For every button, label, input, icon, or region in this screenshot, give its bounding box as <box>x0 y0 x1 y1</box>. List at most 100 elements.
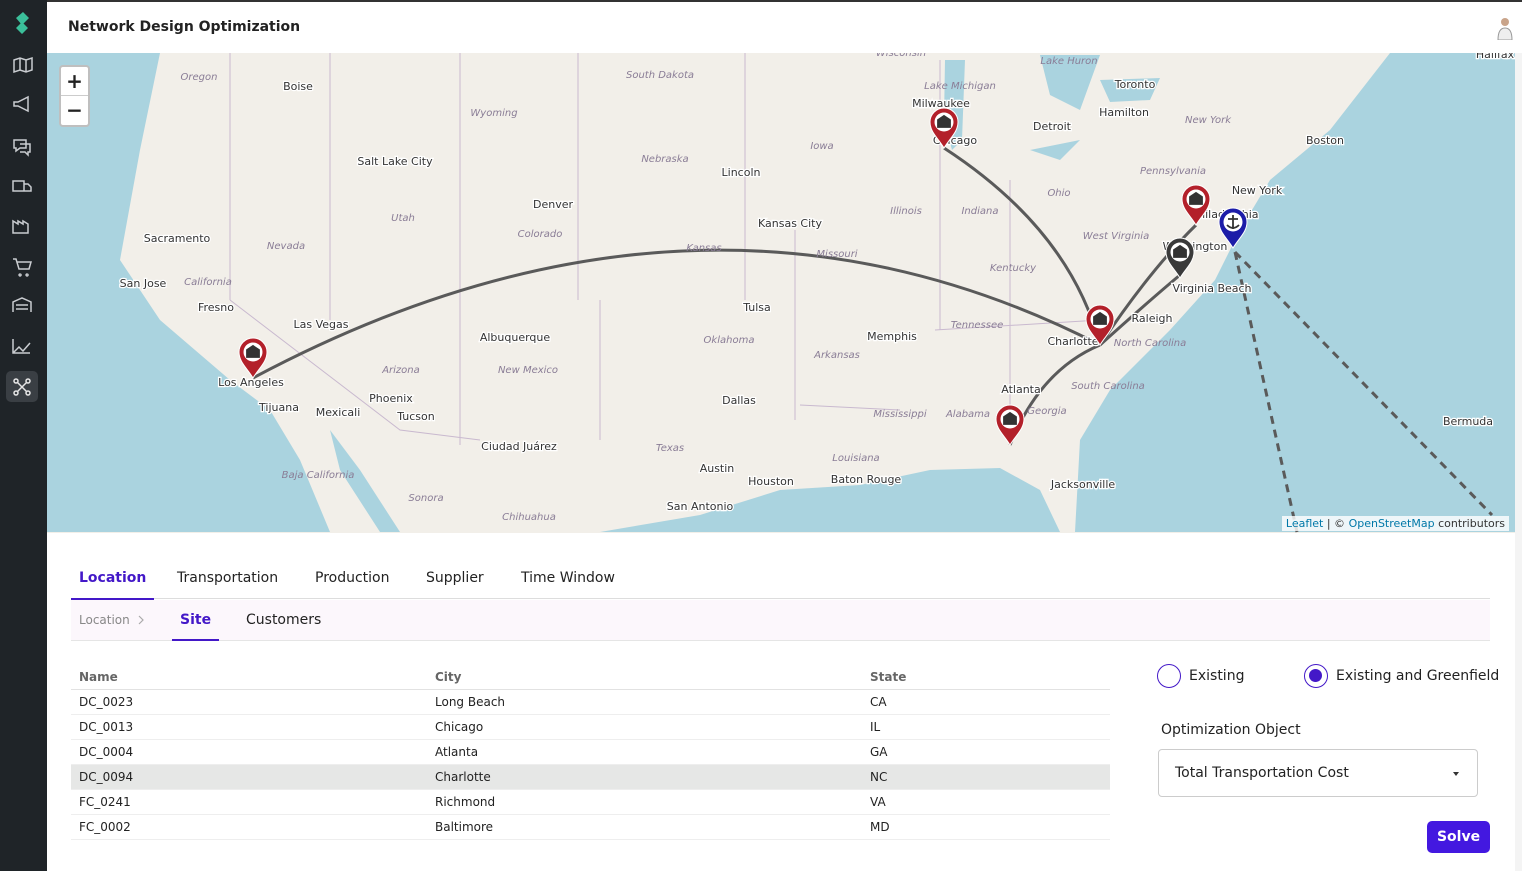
tabs: Location Transportation Production Supplier… <box>71 560 1490 600</box>
table-cell: FC_0002 <box>71 814 427 840</box>
city-label: Detroit <box>1033 120 1072 133</box>
region-label: Georgia <box>1027 406 1066 417</box>
region-label: Chihuahua <box>502 512 556 523</box>
pin-icon <box>1003 411 1017 425</box>
city-label: Charlotte <box>1047 335 1098 348</box>
region-label: Wisconsin <box>876 53 926 59</box>
field-label: Optimization Object <box>1161 722 1301 738</box>
city-label: Toronto <box>1114 78 1156 91</box>
map-pin[interactable] <box>1165 237 1195 279</box>
breadcrumb[interactable]: Location <box>79 613 130 627</box>
table-row[interactable]: DC_0013 Chicago IL <box>71 714 1110 740</box>
factory-icon[interactable] <box>12 219 29 234</box>
region-label: Mississippi <box>873 409 926 420</box>
city-label: Hamilton <box>1099 106 1149 119</box>
page-title: Network Design Optimization <box>68 19 301 35</box>
region-label: North Carolina <box>1114 338 1187 349</box>
campaign-icon[interactable] <box>13 95 29 113</box>
warehouse-icon[interactable] <box>12 297 32 312</box>
column-header: City <box>427 665 862 690</box>
column-header: State <box>862 665 1110 690</box>
radio-circle[interactable] <box>1304 664 1328 688</box>
chart-icon[interactable] <box>12 339 31 354</box>
avatar[interactable] <box>1496 16 1514 40</box>
radio-label: Existing <box>1189 668 1245 684</box>
network-icon[interactable] <box>13 378 31 396</box>
borders <box>229 53 1101 445</box>
region-label: Oregon <box>181 72 218 83</box>
region-label: New Mexico <box>498 365 558 376</box>
pacific <box>47 53 330 532</box>
tab[interactable]: Transportation <box>177 570 279 586</box>
header: Network Design Optimization <box>47 0 1522 53</box>
city-label: Albuquerque <box>480 331 551 344</box>
map-pin[interactable] <box>995 404 1025 446</box>
subtabs: Location Site Customers <box>71 600 1490 641</box>
table-row[interactable]: FC_0002 Baltimore MD <box>71 814 1110 840</box>
city-label: San Antonio <box>667 500 734 513</box>
region-label: Louisiana <box>832 453 879 464</box>
table-cell: Chicago <box>427 714 862 740</box>
pin-icon <box>1226 215 1240 229</box>
table-row[interactable]: DC_0023 Long Beach CA <box>71 689 1110 715</box>
city-label: Mexicali <box>316 406 361 419</box>
tab[interactable]: Location <box>71 570 155 600</box>
column-header: Name <box>71 665 427 690</box>
table-cell: CA <box>862 689 1110 715</box>
map[interactable]: Boise Salt Lake City Sacramento San Jose Fre… <box>47 53 1515 533</box>
solve-button[interactable]: Solve <box>1427 821 1490 853</box>
city-label: Phoenix <box>369 392 413 405</box>
tab[interactable]: Time Window <box>521 570 615 586</box>
city-label: Halifax <box>1476 53 1515 61</box>
city-label: Fresno <box>198 301 234 314</box>
city-label: Atlanta <box>1001 383 1040 396</box>
pin-icon <box>246 344 260 358</box>
zoom-out[interactable]: − <box>66 98 83 122</box>
gulf-mexico <box>600 468 1060 532</box>
city-label: Lincoln <box>722 166 761 179</box>
chat-icon[interactable] <box>13 139 31 157</box>
truck-icon[interactable] <box>12 180 32 192</box>
tab[interactable]: Production <box>315 570 390 586</box>
map-icon[interactable] <box>13 56 33 74</box>
city-label: Raleigh <box>1132 312 1173 325</box>
city-label: Virginia Beach <box>1172 282 1251 295</box>
pin-icon <box>1173 244 1187 258</box>
table-row[interactable]: FC_0241 Richmond VA <box>71 789 1110 815</box>
region-label: South Dakota <box>626 70 694 81</box>
zoom-in[interactable]: + <box>61 67 88 96</box>
region-label: Kansas <box>686 243 721 254</box>
city-label: Las Vegas <box>294 318 349 331</box>
table-cell: Richmond <box>427 789 862 815</box>
leaflet-link[interactable]: Leaflet <box>1285 517 1324 530</box>
city-label: Salt Lake City <box>357 155 433 168</box>
region-label: Arizona <box>381 365 420 376</box>
map-pin[interactable] <box>929 107 959 149</box>
table-row[interactable]: DC_0004 Atlanta GA <box>71 739 1110 765</box>
region-label: Arkansas <box>813 350 860 361</box>
subtab[interactable]: Site <box>172 612 220 641</box>
attribution-sep: | © <box>1326 517 1346 530</box>
map-pin[interactable] <box>1181 184 1211 226</box>
osm-link[interactable]: OpenStreetMap <box>1348 517 1435 530</box>
table-cell: GA <box>862 739 1110 765</box>
subtab[interactable]: Customers <box>246 612 322 628</box>
table-cell: DC_0023 <box>71 689 427 715</box>
table-cell: VA <box>862 789 1110 815</box>
city-label: San Jose <box>120 277 167 290</box>
map-pin[interactable] <box>1085 304 1115 346</box>
atlantic <box>1075 53 1515 532</box>
tab[interactable]: Supplier <box>426 570 484 586</box>
select[interactable]: Total Transportation Cost <box>1158 749 1478 797</box>
map-pin[interactable] <box>238 337 268 379</box>
region-label: Ohio <box>1047 188 1070 199</box>
cart-icon[interactable] <box>13 258 32 277</box>
city-label: Sacramento <box>144 232 211 245</box>
region-label: Kentucky <box>990 263 1037 274</box>
region-label: Nevada <box>267 241 305 252</box>
table-row[interactable]: DC_0094 Charlotte NC <box>71 764 1110 790</box>
radio-circle[interactable] <box>1157 664 1181 688</box>
city-label: Bermuda <box>1443 415 1493 428</box>
map-pin[interactable] <box>1218 207 1248 249</box>
attribution: Leaflet | © OpenStreetMap contributors <box>1281 516 1509 531</box>
